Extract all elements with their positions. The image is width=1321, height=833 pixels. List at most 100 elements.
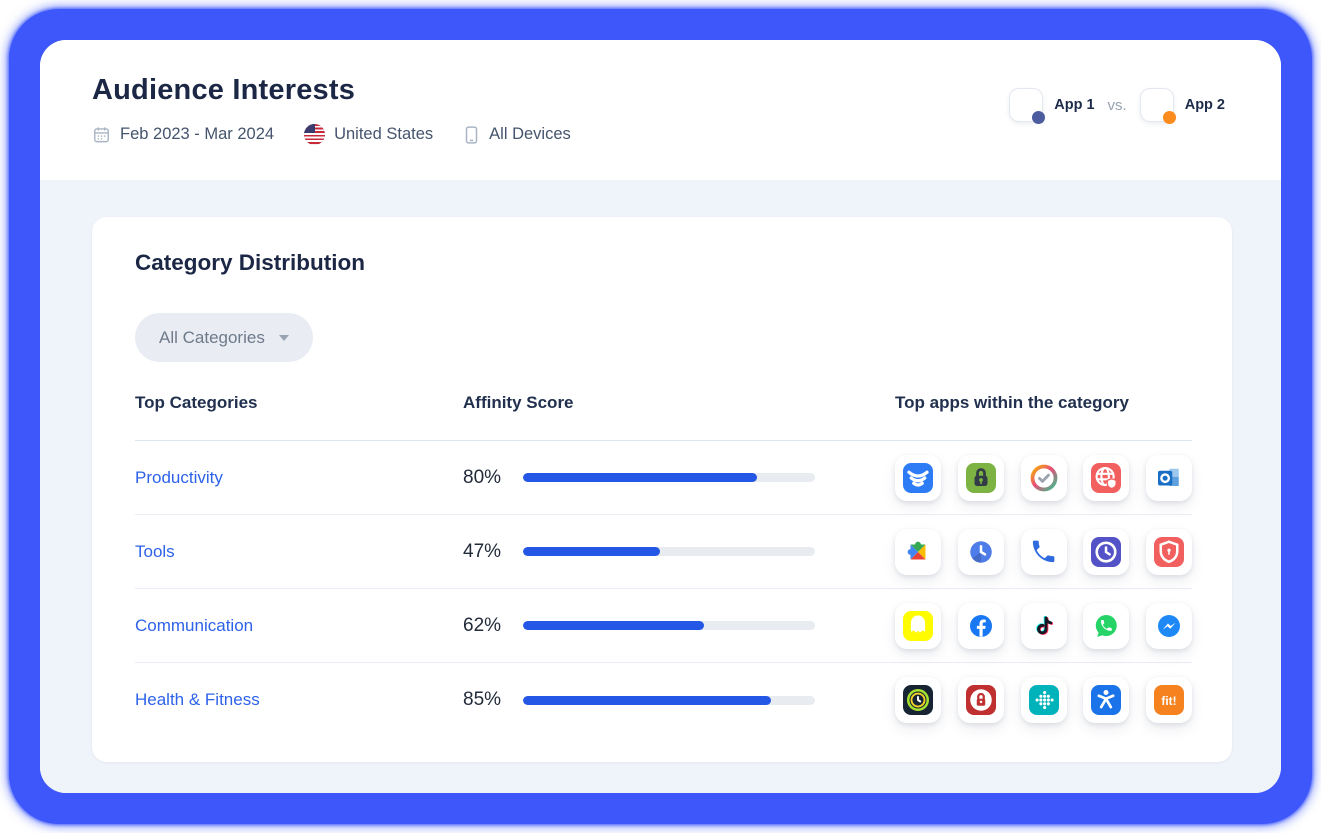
app-lock-icon[interactable] (957, 454, 1004, 501)
app2-slot[interactable] (1139, 88, 1176, 124)
affinity-progress-track (523, 547, 815, 556)
table-row: Communication 62% (135, 589, 1192, 663)
affinity-progress-track (523, 695, 815, 705)
category-link[interactable]: Communication (135, 615, 254, 635)
affinity-score: 85% (463, 689, 895, 711)
svg-text:fit!: fit! (1161, 694, 1176, 708)
facebook-glyph (966, 611, 996, 641)
web-security-icon[interactable] (1083, 454, 1130, 501)
circle-clock-glyph (966, 537, 996, 567)
security-layers-icon[interactable] (895, 454, 941, 501)
play-services-icon[interactable] (895, 528, 941, 575)
tiktok-icon[interactable] (1020, 602, 1067, 649)
affinity-score-value: 47% (463, 540, 502, 562)
facebook-icon[interactable] (957, 602, 1004, 649)
filters-row: Feb 2023 - Mar 2024 United States All De… (92, 124, 571, 145)
table-row: Productivity 80% (135, 441, 1192, 515)
gymnast-glyph (1091, 685, 1122, 715)
us-flag-icon (304, 124, 326, 145)
affinity-score-value: 80% (463, 466, 502, 488)
app2-color-dot (1162, 111, 1176, 124)
category-distribution-card: Category Distribution All Categories Top… (92, 217, 1232, 762)
devices-filter[interactable]: All Devices (463, 125, 571, 145)
snapchat-icon[interactable] (895, 602, 941, 649)
lock-glyph (965, 462, 996, 493)
app1-color-dot (1032, 111, 1046, 124)
card-title: Category Distribution (135, 250, 366, 275)
tiktok-glyph (1029, 611, 1059, 641)
fitbit-icon[interactable] (1020, 677, 1067, 723)
app-window: Audience Interests Feb 2023 - Mar 2024 (40, 40, 1281, 793)
page-header: Audience Interests Feb 2023 - Mar 2024 (40, 40, 1281, 180)
app-icons-group (895, 602, 1192, 649)
circle-lock-glyph (965, 685, 996, 715)
category-filter-label: All Categories (159, 327, 265, 347)
app-icons-group (895, 454, 1192, 501)
ring-clock-glyph (903, 685, 933, 715)
whatsapp-icon[interactable] (1083, 602, 1130, 649)
col-header-apps: Top apps within the category (895, 393, 1129, 412)
affinity-score: 62% (463, 615, 895, 637)
app1-slot[interactable] (1009, 88, 1046, 124)
table-body: Productivity 80% Tools 47% (135, 441, 1192, 737)
calendar-icon (94, 127, 109, 143)
affinity-score: 47% (463, 541, 895, 563)
messenger-glyph (1154, 611, 1184, 641)
world-clock-icon[interactable] (957, 528, 1004, 575)
whatsapp-glyph (1091, 611, 1121, 641)
myfitnesspal-icon[interactable] (1083, 677, 1130, 723)
date-range-filter[interactable]: Feb 2023 - Mar 2024 (92, 125, 274, 144)
fitbit-glyph (1028, 685, 1059, 715)
phone-glyph (1029, 537, 1059, 567)
category-link[interactable]: Tools (135, 541, 175, 561)
sleep-tracker-icon[interactable] (895, 677, 941, 723)
privacy-lock-icon[interactable] (957, 677, 1004, 723)
col-header-affinity: Affinity Score (463, 393, 574, 412)
app2-selector[interactable]: App 2 (1139, 88, 1225, 124)
task-check-icon[interactable] (1020, 454, 1067, 501)
shield-glyph (1154, 536, 1184, 567)
app-compare-widget: App 1 vs. App 2 (1009, 88, 1225, 124)
chevron-down-icon (278, 334, 289, 341)
ghost-glyph (903, 610, 933, 641)
app-icons-group (895, 528, 1192, 575)
play-services-glyph (903, 537, 933, 567)
app1-selector[interactable]: App 1 (1009, 88, 1095, 124)
phone-dialer-icon[interactable] (1020, 528, 1067, 575)
affinity-progress-track (523, 621, 815, 630)
affinity-progress-fill (523, 621, 705, 630)
outlook-icon[interactable] (1146, 454, 1192, 501)
affinity-score-value: 62% (463, 614, 502, 636)
col-header-categories: Top Categories (135, 393, 258, 412)
devices-label: All Devices (489, 125, 571, 143)
category-link[interactable]: Productivity (135, 467, 223, 487)
check-ring-glyph (1029, 463, 1059, 493)
category-filter-dropdown[interactable]: All Categories (135, 313, 313, 362)
shield-security-icon[interactable] (1146, 528, 1192, 575)
vs-label: vs. (1107, 96, 1127, 114)
table-row: Health & Fitness 85% fit! (135, 663, 1192, 737)
outlook-glyph (1154, 463, 1184, 493)
affinity-progress-fill (523, 695, 772, 705)
country-label: United States (334, 125, 434, 143)
fit-text-glyph: fit! (1154, 685, 1184, 715)
clock-glyph (1091, 536, 1122, 567)
app2-label: App 2 (1184, 97, 1225, 113)
page-title: Audience Interests (92, 74, 356, 106)
date-range-label: Feb 2023 - Mar 2024 (120, 125, 275, 143)
affinity-score-value: 85% (463, 689, 502, 710)
fit-app-icon[interactable]: fit! (1146, 677, 1192, 723)
clock-app-icon[interactable] (1083, 528, 1130, 575)
affinity-progress-fill (523, 547, 661, 556)
affinity-progress-fill (523, 473, 757, 482)
device-icon (465, 125, 478, 144)
app1-label: App 1 (1054, 97, 1095, 113)
app-icons-group: fit! (895, 677, 1192, 723)
affinity-progress-track (523, 473, 815, 482)
country-filter[interactable]: United States (304, 124, 433, 145)
category-link[interactable]: Health & Fitness (135, 690, 260, 709)
messenger-icon[interactable] (1146, 602, 1192, 649)
affinity-score: 80% (463, 467, 895, 489)
layers-glyph (903, 462, 933, 493)
table-row: Tools 47% (135, 515, 1192, 589)
